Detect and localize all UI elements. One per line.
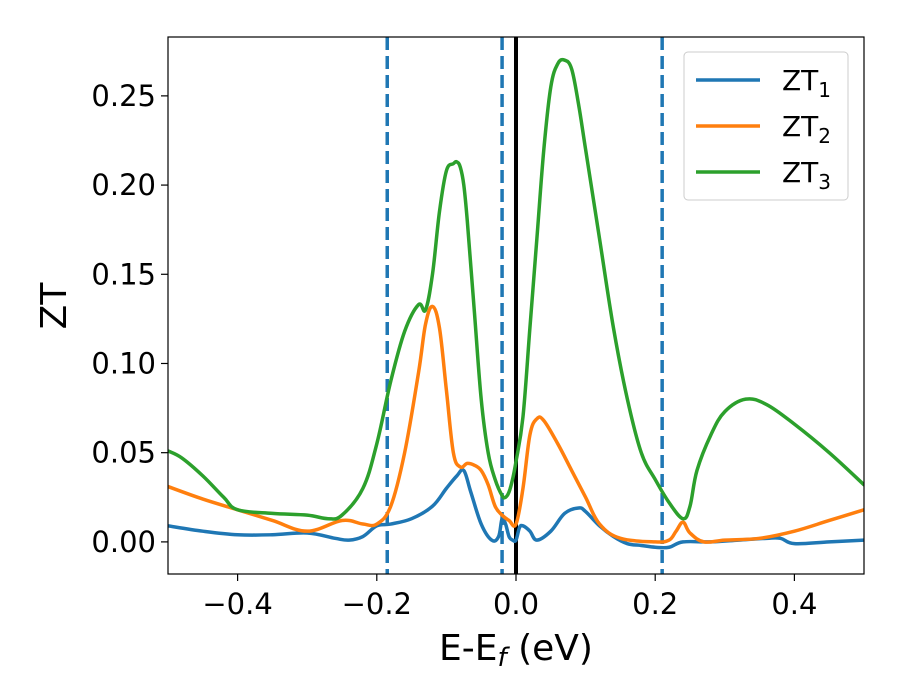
y-tick-label: 0.25 xyxy=(91,79,156,113)
series-line-zt3 xyxy=(168,57,864,521)
legend-label-zt2: ZT2 xyxy=(782,110,831,148)
series-line-zt1 xyxy=(168,467,864,550)
series-layer xyxy=(168,57,864,550)
series-line-zt2 xyxy=(168,304,864,544)
y-tick-label: 0.15 xyxy=(91,257,156,291)
x-tick-label: −0.4 xyxy=(202,587,272,621)
legend: ZT1 ZT2 ZT3 xyxy=(683,51,849,201)
x-tick-label: 0.0 xyxy=(493,587,539,621)
legend-label-zt1: ZT1 xyxy=(782,64,831,102)
legend-box xyxy=(683,51,849,201)
y-tick-label: 0.05 xyxy=(91,436,156,470)
x-axis-ticks: −0.4 −0.2 0.0 0.2 0.4 xyxy=(202,574,817,621)
y-tick-label: 0.10 xyxy=(91,346,156,380)
y-tick-label: 0.00 xyxy=(91,525,156,559)
vertical-reference-lines xyxy=(385,37,664,574)
y-axis-title: ZT xyxy=(34,282,75,330)
legend-label-zt3: ZT3 xyxy=(782,156,831,194)
y-axis-ticks: 0.00 0.05 0.10 0.15 0.20 0.25 xyxy=(91,79,168,559)
x-axis-title: E-Ef (eV) xyxy=(439,628,593,673)
x-tick-label: 0.4 xyxy=(771,587,817,621)
x-tick-label: −0.2 xyxy=(342,587,412,621)
x-tick-label: 0.2 xyxy=(632,587,678,621)
y-tick-label: 0.20 xyxy=(91,168,156,202)
